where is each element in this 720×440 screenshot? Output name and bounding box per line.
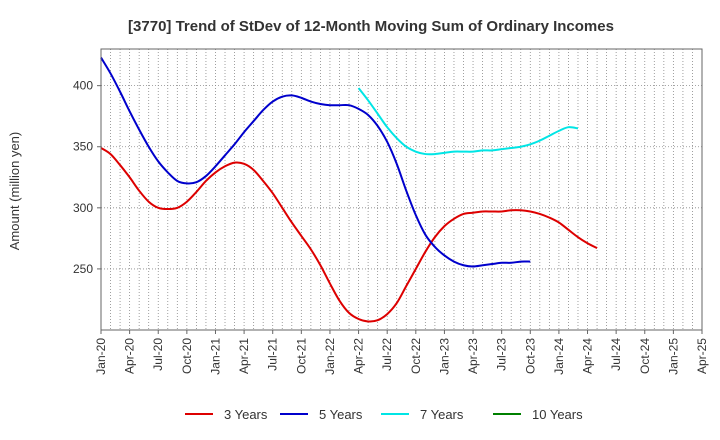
- x-tick-label: Oct-21: [294, 338, 308, 374]
- x-tick-label: Jan-21: [208, 338, 222, 375]
- x-tick-label: Oct-20: [180, 338, 194, 374]
- y-axis-label: Amount (million yen): [7, 132, 22, 251]
- x-tick-label: Apr-23: [466, 338, 480, 374]
- x-tick-label: Jan-23: [437, 338, 451, 375]
- y-tick-label: 400: [73, 79, 93, 93]
- series-line-3-years: [100, 147, 598, 323]
- x-tick-label: Apr-21: [237, 338, 251, 374]
- x-tick-label: Oct-22: [409, 338, 423, 374]
- x-tick-label: Apr-22: [352, 338, 366, 374]
- x-tick-label: Oct-24: [638, 338, 652, 374]
- y-tick-label: 350: [73, 140, 93, 154]
- grid-layer: [101, 49, 702, 330]
- series-line-7-years: [357, 87, 579, 156]
- x-tick-label: Apr-24: [581, 338, 595, 374]
- x-tick-label: Jul-20: [151, 338, 165, 371]
- x-tick-label: Jul-22: [380, 338, 394, 371]
- y-tick-label: 300: [73, 201, 93, 215]
- x-tick-label: Jan-24: [552, 338, 566, 375]
- chart-title: [3770] Trend of StDev of 12-Month Moving…: [128, 18, 614, 35]
- series-layer: [100, 57, 598, 323]
- plot-frame: [100, 48, 703, 331]
- x-tick-label: Jul-24: [609, 338, 623, 371]
- x-axis-ticks: Jan-20 Apr-20 Jul-20 Oct-20 Jan-21 Apr-21 Jul-…: [94, 330, 709, 375]
- x-tick-label: Jul-21: [266, 338, 280, 371]
- x-tick-label: Apr-25: [695, 338, 709, 374]
- y-axis-ticks: 250 300 350 400: [73, 79, 101, 276]
- y-tick-label: 250: [73, 262, 93, 276]
- x-tick-label: Jul-23: [495, 338, 509, 371]
- legend-label-3-years: 3 Years: [224, 407, 268, 422]
- legend-label-7-years: 7 Years: [420, 407, 464, 422]
- series-line-5-years: [100, 57, 531, 268]
- legend-label-5-years: 5 Years: [319, 407, 363, 422]
- legend: 3 Years 5 Years 7 Years 10 Years: [185, 407, 583, 422]
- x-tick-label: Jan-22: [323, 338, 337, 375]
- x-tick-label: Oct-23: [523, 338, 537, 374]
- x-tick-label: Jan-20: [94, 338, 108, 375]
- legend-label-10-years: 10 Years: [532, 407, 583, 422]
- x-tick-label: Apr-20: [123, 338, 137, 374]
- x-tick-label: Jan-25: [666, 338, 680, 375]
